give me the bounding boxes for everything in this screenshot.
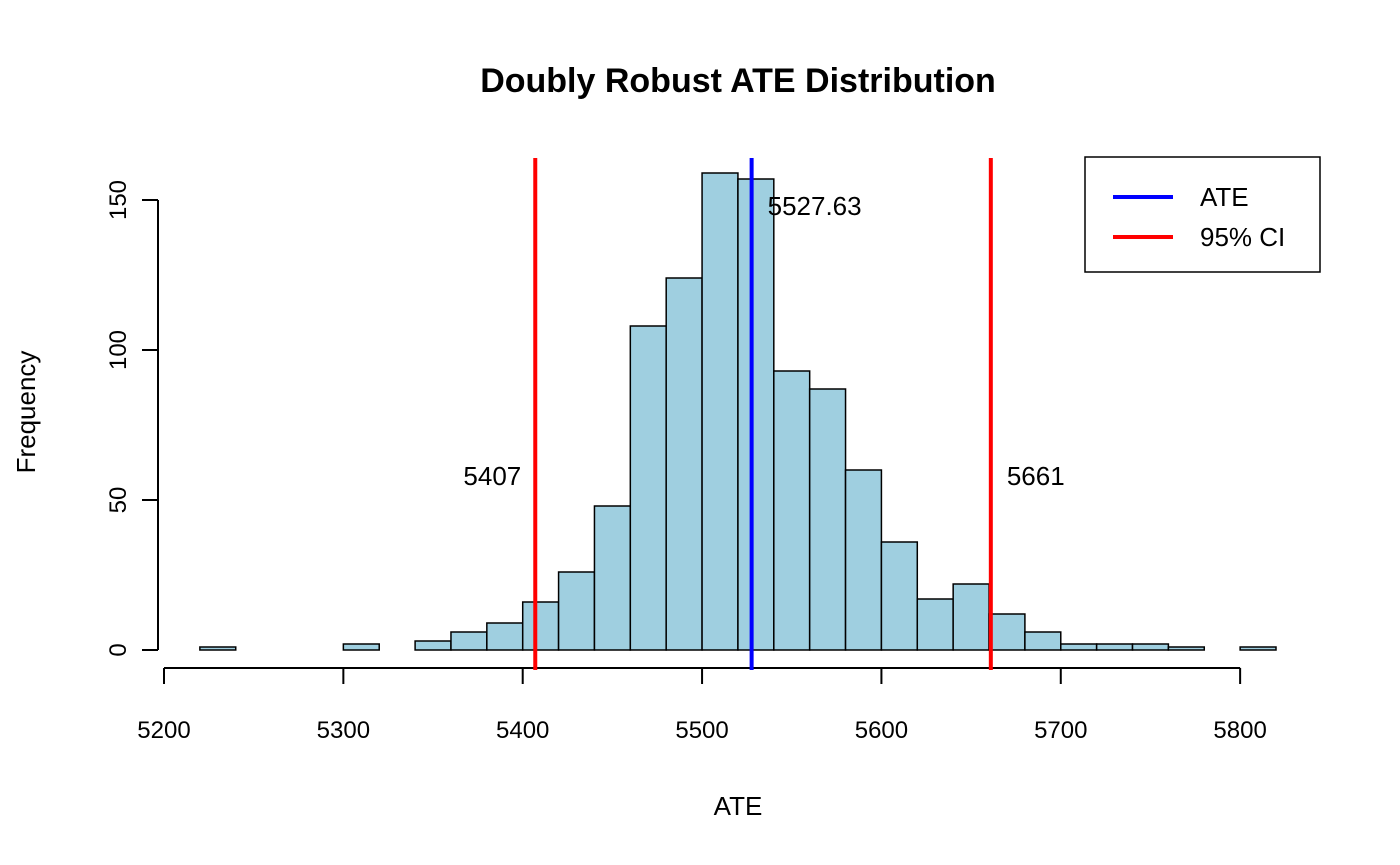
x-tick-label-5700: 5700: [1034, 717, 1087, 744]
histogram-bar-15: [737, 178, 775, 651]
histogram-bar-6: [414, 640, 452, 651]
reference-line-labels: 5527.63 5407 5661: [463, 191, 1064, 491]
x-tick-label-5800: 5800: [1213, 717, 1266, 744]
legend: ATE 95% CI: [1084, 156, 1321, 273]
histogram-bar-14: [701, 172, 739, 651]
histogram-bar-19: [880, 541, 919, 651]
histogram-bar-18: [844, 469, 883, 651]
histogram-bar-0: [199, 646, 237, 651]
histogram-bar-25: [1095, 643, 1134, 651]
x-tick-label-5600: 5600: [855, 717, 908, 744]
vline-label-2: 5661: [1007, 461, 1065, 491]
histogram-bar-20: [916, 598, 954, 651]
x-axis: 5200 5300 5400 5500 5600 5700 5800: [137, 667, 1267, 744]
x-axis-label: ATE: [714, 791, 763, 821]
y-tick-label-100: 100: [105, 330, 132, 370]
histogram-bar-4: [342, 643, 380, 651]
x-tick-label-5300: 5300: [317, 717, 370, 744]
histogram-bar-13: [665, 277, 703, 651]
histogram-bar-16: [773, 370, 811, 651]
histogram-bar-7: [450, 631, 488, 651]
y-axis: 0 50 100 150: [105, 180, 159, 657]
vline-label-1: 5407: [463, 461, 521, 491]
chart-title: Doubly Robust ATE Distribution: [480, 62, 996, 100]
y-tick-label-0: 0: [105, 643, 132, 656]
histogram-bar-23: [1024, 631, 1062, 651]
x-tick-label-5400: 5400: [496, 717, 549, 744]
histogram-bar-10: [557, 571, 596, 651]
x-tick-label-5500: 5500: [675, 717, 728, 744]
histogram-bar-27: [1167, 646, 1206, 651]
histogram-bar-8: [486, 622, 524, 651]
legend-label-0: ATE: [1200, 182, 1249, 212]
histogram-bar-11: [593, 505, 632, 651]
vline-label-0: 5527.63: [768, 191, 862, 221]
legend-label-1: 95% CI: [1200, 222, 1285, 252]
histogram-bar-24: [1060, 643, 1098, 651]
histogram-bar-9: [521, 601, 560, 651]
histogram-bar-29: [1239, 646, 1277, 651]
histogram-bar-21: [952, 583, 990, 651]
x-tick-label-5200: 5200: [137, 717, 190, 744]
histogram-bars: [199, 172, 1277, 651]
y-tick-label-50: 50: [105, 487, 132, 514]
reference-lines: [533, 158, 993, 670]
y-tick-label-150: 150: [105, 180, 132, 220]
histogram-bar-22: [988, 613, 1026, 651]
histogram-bar-12: [629, 325, 667, 651]
legend-box: [1084, 156, 1321, 273]
histogram-bar-17: [808, 388, 847, 651]
y-axis-label: Frequency: [11, 351, 41, 474]
histogram-bar-26: [1131, 643, 1170, 651]
